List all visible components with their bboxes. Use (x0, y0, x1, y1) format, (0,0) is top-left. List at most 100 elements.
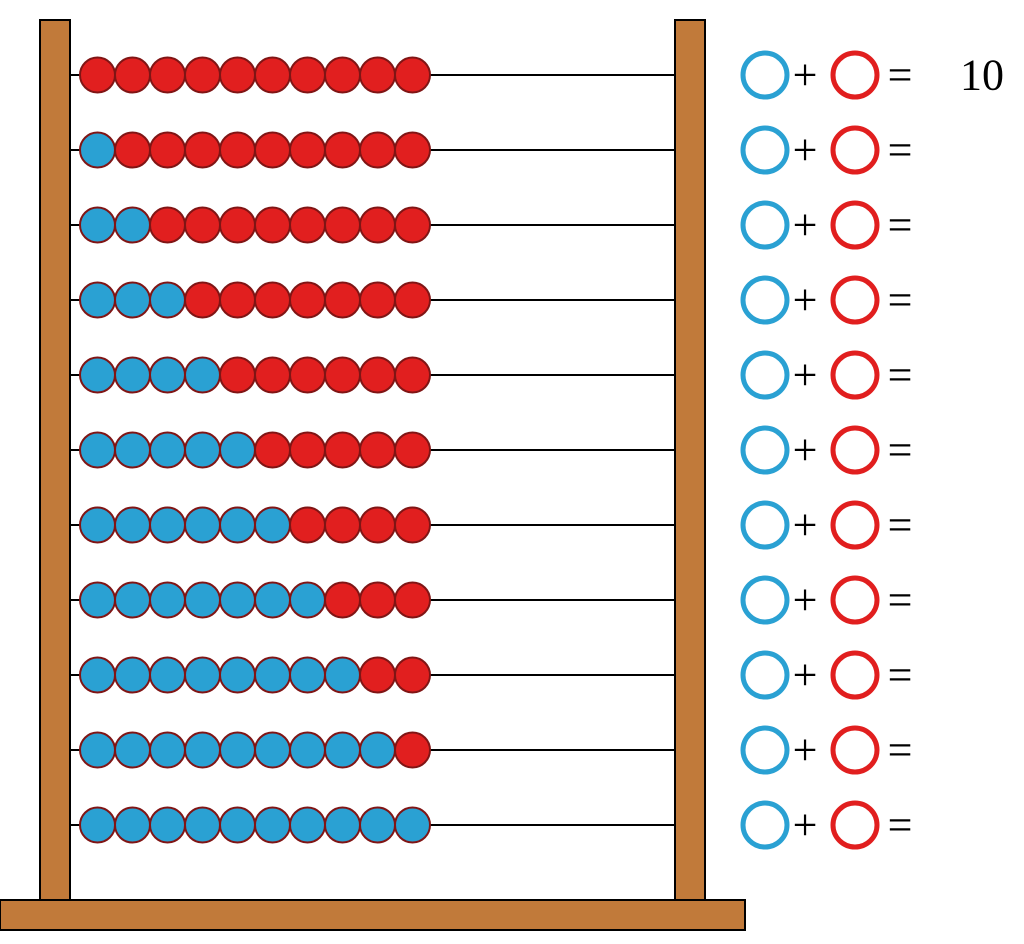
equals-sign: = (888, 576, 913, 625)
blank-blue-circle[interactable] (743, 203, 787, 247)
bead-red (290, 433, 325, 468)
bead-blue (80, 583, 115, 618)
bead-blue (360, 808, 395, 843)
bead-blue (115, 733, 150, 768)
bead-red (220, 133, 255, 168)
bead-blue (150, 508, 185, 543)
bead-red (255, 58, 290, 93)
bead-blue (255, 733, 290, 768)
bead-blue (80, 358, 115, 393)
blank-blue-circle[interactable] (743, 428, 787, 472)
bead-red (325, 133, 360, 168)
blank-red-circle[interactable] (833, 803, 877, 847)
blank-red-circle[interactable] (833, 53, 877, 97)
equation-result: 10 (960, 51, 1004, 100)
bead-red (395, 658, 430, 693)
bead-red (185, 208, 220, 243)
bead-blue (115, 283, 150, 318)
bead-blue (80, 283, 115, 318)
bead-red (220, 358, 255, 393)
bead-red (395, 358, 430, 393)
bead-blue (255, 808, 290, 843)
bead-blue (220, 583, 255, 618)
bead-blue (115, 358, 150, 393)
bead-blue (220, 508, 255, 543)
bead-red (150, 208, 185, 243)
equals-sign: = (888, 126, 913, 175)
blank-red-circle[interactable] (833, 203, 877, 247)
bead-blue (185, 508, 220, 543)
bead-red (395, 58, 430, 93)
abacus-worksheet: +=10+=+=+=+=+=+=+=+=+=+= (0, 0, 1024, 944)
plus-sign: + (793, 501, 818, 550)
bead-red (220, 58, 255, 93)
blank-red-circle[interactable] (833, 728, 877, 772)
plus-sign: + (793, 801, 818, 850)
bead-red (395, 133, 430, 168)
blank-red-circle[interactable] (833, 278, 877, 322)
bead-blue (185, 358, 220, 393)
bead-blue (290, 658, 325, 693)
equals-sign: = (888, 651, 913, 700)
bead-blue (80, 808, 115, 843)
bead-blue (325, 658, 360, 693)
plus-sign: + (793, 576, 818, 625)
bead-red (395, 508, 430, 543)
equals-sign: = (888, 351, 913, 400)
blank-red-circle[interactable] (833, 128, 877, 172)
blank-blue-circle[interactable] (743, 128, 787, 172)
blank-blue-circle[interactable] (743, 503, 787, 547)
bead-blue (185, 583, 220, 618)
blank-blue-circle[interactable] (743, 53, 787, 97)
bead-red (325, 508, 360, 543)
bead-blue (325, 808, 360, 843)
blank-blue-circle[interactable] (743, 653, 787, 697)
blank-blue-circle[interactable] (743, 728, 787, 772)
bead-red (325, 283, 360, 318)
blank-red-circle[interactable] (833, 503, 877, 547)
bead-blue (185, 808, 220, 843)
bead-blue (115, 508, 150, 543)
blank-blue-circle[interactable] (743, 353, 787, 397)
bead-red (220, 208, 255, 243)
bead-red (290, 58, 325, 93)
bead-red (360, 508, 395, 543)
bead-red (150, 58, 185, 93)
bead-blue (290, 808, 325, 843)
abacus-left-post (40, 20, 70, 900)
bead-red (325, 208, 360, 243)
plus-sign: + (793, 726, 818, 775)
bead-red (290, 283, 325, 318)
bead-blue (115, 658, 150, 693)
blank-red-circle[interactable] (833, 428, 877, 472)
bead-blue (220, 658, 255, 693)
blank-blue-circle[interactable] (743, 578, 787, 622)
bead-blue (150, 733, 185, 768)
bead-red (185, 283, 220, 318)
blank-red-circle[interactable] (833, 578, 877, 622)
bead-blue (80, 133, 115, 168)
bead-red (395, 733, 430, 768)
bead-blue (80, 733, 115, 768)
bead-blue (150, 583, 185, 618)
bead-blue (115, 808, 150, 843)
blank-blue-circle[interactable] (743, 803, 787, 847)
bead-red (255, 433, 290, 468)
blank-blue-circle[interactable] (743, 278, 787, 322)
bead-red (360, 658, 395, 693)
bead-red (325, 358, 360, 393)
bead-red (360, 133, 395, 168)
bead-blue (185, 733, 220, 768)
bead-red (360, 433, 395, 468)
bead-red (325, 58, 360, 93)
bead-blue (150, 433, 185, 468)
bead-red (80, 58, 115, 93)
bead-blue (185, 433, 220, 468)
plus-sign: + (793, 201, 818, 250)
bead-red (255, 208, 290, 243)
equals-sign: = (888, 801, 913, 850)
blank-red-circle[interactable] (833, 653, 877, 697)
bead-red (325, 583, 360, 618)
blank-red-circle[interactable] (833, 353, 877, 397)
bead-red (325, 433, 360, 468)
